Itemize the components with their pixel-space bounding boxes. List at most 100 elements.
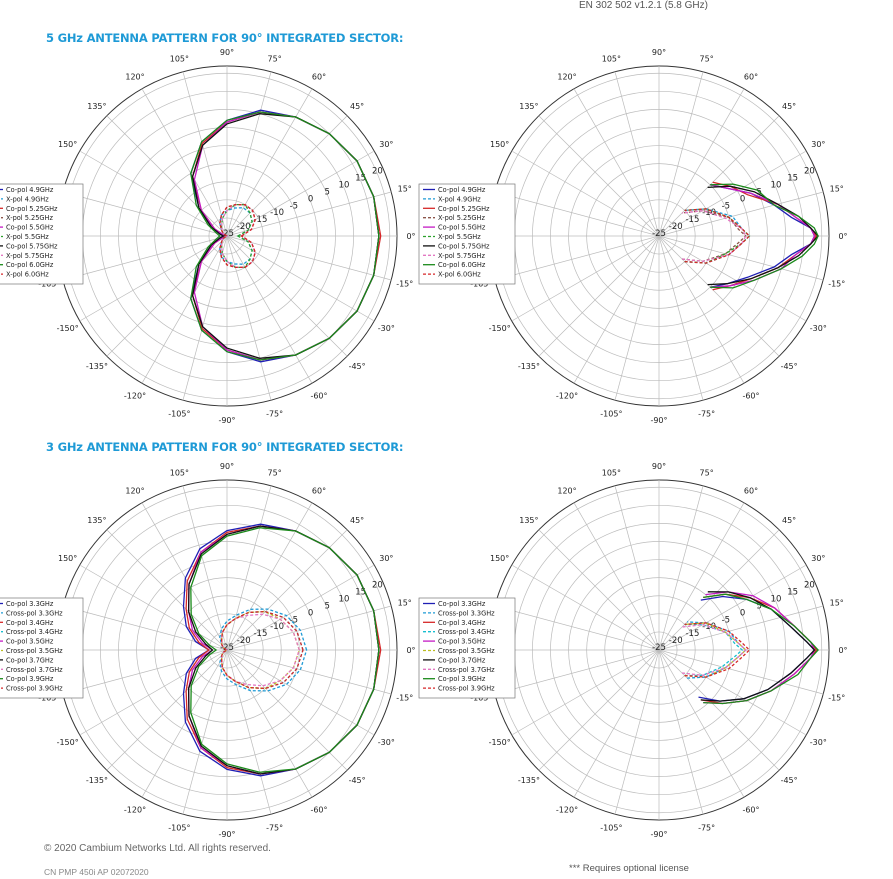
series-traces bbox=[681, 181, 819, 291]
grid-spoke bbox=[226, 485, 272, 651]
radial-tick-label: 10 bbox=[339, 181, 350, 191]
grid-spoke bbox=[658, 235, 807, 322]
radial-tick-label: -25 bbox=[652, 229, 666, 239]
legend-box bbox=[0, 597, 84, 699]
legend-entry: X-pol 5.75GHz bbox=[438, 252, 485, 260]
series-line bbox=[190, 527, 380, 773]
series-line bbox=[710, 183, 819, 289]
angle-tick-label: 15° bbox=[398, 184, 412, 193]
grid-spoke bbox=[226, 649, 348, 771]
angle-tick-label: -105° bbox=[168, 824, 190, 833]
grid-spoke bbox=[658, 235, 780, 357]
series-line bbox=[681, 210, 747, 262]
copyright-text: © 2020 Cambium Networks Ltd. All rights … bbox=[44, 843, 271, 854]
radial-tick-label: -5 bbox=[290, 615, 298, 625]
legend-entry: Co-pol 5.5GHz bbox=[6, 224, 54, 232]
angle-tick-label: -120° bbox=[556, 391, 578, 400]
document-code: CN PMP 450i AP 02072020 bbox=[44, 867, 149, 877]
grid-spoke bbox=[182, 485, 228, 651]
grid-spoke bbox=[106, 115, 228, 237]
legend-box bbox=[418, 183, 516, 285]
radial-tick-label: 20 bbox=[372, 581, 383, 591]
angle-tick-label: 90° bbox=[220, 48, 234, 57]
angle-tick-label: 30° bbox=[811, 140, 825, 149]
legend-entry: Cross-pol 3.3GHz bbox=[6, 609, 63, 617]
angle-tick-label: 60° bbox=[312, 487, 326, 496]
grid-spoke bbox=[573, 502, 660, 651]
legend-entry: X-pol 5.5GHz bbox=[6, 233, 49, 241]
angle-tick-label: 90° bbox=[220, 462, 234, 471]
grid-spoke bbox=[658, 191, 824, 237]
angle-tick-label: 15° bbox=[830, 184, 844, 193]
legend-entry: Cross-pol 3.4GHz bbox=[438, 628, 495, 636]
angle-tick-label: -150° bbox=[57, 324, 79, 333]
radial-tick-label: -15 bbox=[685, 215, 699, 225]
angle-tick-label: 105° bbox=[170, 468, 189, 477]
grid-spoke bbox=[226, 649, 313, 798]
grid-spoke bbox=[658, 649, 824, 695]
grid-spoke bbox=[614, 235, 660, 401]
radial-tick-label: 15 bbox=[355, 588, 366, 598]
grid-spoke bbox=[226, 235, 272, 401]
angle-tick-label: 120° bbox=[557, 487, 576, 496]
radial-tick-label: 5 bbox=[757, 601, 762, 611]
grid-spoke bbox=[226, 649, 375, 736]
grid-spoke bbox=[226, 115, 348, 237]
radial-tick-label: 15 bbox=[787, 174, 798, 184]
angle-tick-label: 75° bbox=[700, 468, 714, 477]
angle-tick-label: 135° bbox=[87, 102, 106, 111]
series-line bbox=[190, 111, 380, 361]
grid-spoke bbox=[658, 649, 745, 798]
legend-entry: X-pol 5.5GHz bbox=[438, 233, 481, 241]
angle-tick-label: 135° bbox=[87, 516, 106, 525]
angle-tick-label: -45° bbox=[349, 776, 366, 785]
angle-tick-label: 150° bbox=[58, 140, 77, 149]
radial-tick-label: -20 bbox=[237, 222, 251, 232]
grid-spoke bbox=[226, 649, 272, 815]
angle-tick-label: -60° bbox=[310, 805, 327, 814]
series-line bbox=[684, 208, 751, 264]
angle-tick-label: 30° bbox=[379, 140, 393, 149]
grid-spoke bbox=[658, 502, 745, 651]
angle-tick-label: 135° bbox=[519, 102, 538, 111]
grid-spoke bbox=[79, 235, 228, 322]
angle-tick-label: -75° bbox=[698, 824, 715, 833]
legend-entry: X-pol 6.0GHz bbox=[438, 271, 481, 279]
grid-spoke bbox=[658, 235, 704, 401]
angle-tick-label: -15° bbox=[396, 694, 413, 703]
angle-tick-label: -30° bbox=[378, 324, 395, 333]
grid-spoke bbox=[226, 235, 348, 357]
series-line bbox=[681, 210, 747, 262]
grid-spoke bbox=[494, 605, 660, 651]
angle-tick-label: 105° bbox=[602, 468, 621, 477]
series-line bbox=[220, 203, 256, 269]
grid-spoke bbox=[658, 529, 780, 651]
legend-entry: X-pol 4.9GHz bbox=[438, 195, 481, 203]
angle-tick-label: -75° bbox=[266, 824, 283, 833]
angle-tick-label: 15° bbox=[398, 598, 412, 607]
angle-tick-label: 60° bbox=[312, 73, 326, 82]
series-line bbox=[700, 591, 816, 702]
legend-entry: X-pol 5.25GHz bbox=[438, 214, 485, 222]
angle-tick-label: -75° bbox=[266, 410, 283, 419]
grid-spoke bbox=[658, 564, 807, 651]
legend-entry: Co-pol 3.7GHz bbox=[438, 656, 486, 664]
grid-spoke bbox=[226, 649, 392, 695]
grid-spoke bbox=[658, 71, 704, 237]
radial-tick-label: -20 bbox=[237, 636, 251, 646]
radial-tick-label: 0 bbox=[740, 608, 745, 618]
angle-tick-label: -60° bbox=[742, 391, 759, 400]
angle-tick-label: 0° bbox=[406, 646, 415, 655]
series-line bbox=[684, 208, 751, 264]
radial-tick-label: 20 bbox=[372, 167, 383, 177]
grid-spoke bbox=[658, 88, 745, 237]
grid-spoke bbox=[106, 649, 228, 771]
grid-spoke bbox=[538, 529, 660, 651]
angle-tick-label: -105° bbox=[168, 410, 190, 419]
legend-entry: X-pol 6.0GHz bbox=[6, 271, 49, 279]
grid-spoke bbox=[658, 115, 780, 237]
radial-tick-label: -15 bbox=[685, 629, 699, 639]
